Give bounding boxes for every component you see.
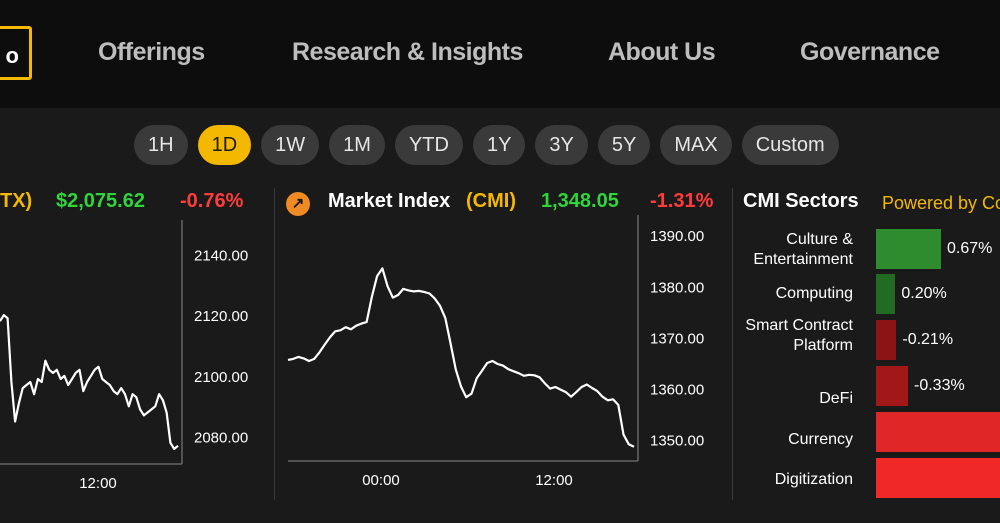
range-1h[interactable]: 1H <box>134 125 188 165</box>
nav-about-us[interactable]: About Us <box>608 38 716 66</box>
index-price: 1,348.05 <box>541 190 619 212</box>
nav-research-insights[interactable]: Research & Insights <box>292 38 523 66</box>
left-chart-y-tick-label: 2120.00 <box>194 308 248 325</box>
sector-label: Currency <box>788 431 853 448</box>
range-custom[interactable]: Custom <box>741 125 839 165</box>
range-3y[interactable]: 3Y <box>535 125 588 165</box>
left-chart-x-tick-label: 12:00 <box>79 475 117 492</box>
range-5y[interactable]: 5Y <box>597 125 651 165</box>
sectors-title: CMI Sectors <box>743 190 859 212</box>
divider-right <box>732 188 733 500</box>
time-range-selector: 1H 1D 1W 1M YTD 1Y 3Y 5Y MAX Custom <box>134 125 839 165</box>
left-chart-series-line <box>0 314 179 450</box>
sector-value-label: 0.20% <box>901 285 947 302</box>
left-chart-y-tick-label: 2080.00 <box>194 430 248 447</box>
left-ticker: TX) <box>0 190 33 212</box>
sector-label: Smart Contract Platform <box>745 317 853 354</box>
range-1y[interactable]: 1Y <box>472 125 526 165</box>
left-change: -0.76% <box>180 190 244 212</box>
nav-governance[interactable]: Governance <box>800 38 940 66</box>
range-ytd[interactable]: YTD <box>394 125 463 165</box>
sector-label: DeFi <box>819 390 853 407</box>
index-chart-x-tick-label: 00:00 <box>362 472 400 489</box>
sector-bar[interactable] <box>876 229 941 269</box>
index-change: -1.31% <box>650 190 714 212</box>
left-price: $2,075.62 <box>56 190 145 212</box>
sector-bar[interactable] <box>876 274 896 314</box>
sector-bar[interactable] <box>876 320 897 360</box>
index-chart-y-tick-label: 1390.00 <box>650 228 704 245</box>
index-chart-y-tick-label: 1350.00 <box>650 433 704 450</box>
divider-left <box>274 188 275 500</box>
index-chart-y-tick-label: 1360.00 <box>650 382 704 399</box>
index-ticker: (CMI) <box>466 190 516 212</box>
sector-value-label: -0.21% <box>902 331 954 348</box>
range-max[interactable]: MAX <box>660 125 732 165</box>
index-chart-y-tick-label: 1370.00 <box>650 330 704 347</box>
sector-label: Computing <box>775 285 853 302</box>
sector-label: Digitization <box>774 471 853 488</box>
sector-bar[interactable] <box>876 458 1000 498</box>
compass-icon: ↗ <box>286 192 310 216</box>
logo[interactable]: o <box>0 26 32 80</box>
sector-label: Culture & Entertainment <box>753 231 853 268</box>
logo-text: o <box>5 43 19 68</box>
range-1m[interactable]: 1M <box>329 125 385 165</box>
sector-bar[interactable] <box>876 366 908 406</box>
range-1d[interactable]: 1D <box>197 125 252 165</box>
index-chart-series-line <box>287 267 635 448</box>
sector-value-label: -0.33% <box>914 377 965 394</box>
sector-bar[interactable] <box>876 412 1000 452</box>
powered-by: Powered by Co <box>882 193 1000 213</box>
nav-offerings[interactable]: Offerings <box>98 38 205 66</box>
index-chart-y-tick-label: 1380.00 <box>650 279 704 296</box>
left-chart-y-tick-label: 2140.00 <box>194 247 248 264</box>
left-chart-y-tick-label: 2100.00 <box>194 369 248 386</box>
sector-value-label: 0.67% <box>946 240 993 257</box>
range-1w[interactable]: 1W <box>261 125 320 165</box>
top-nav: o Offerings Research & Insights About Us… <box>0 0 1000 108</box>
index-chart-x-tick-label: 12:00 <box>535 472 573 489</box>
index-name: Market Index <box>328 190 451 212</box>
